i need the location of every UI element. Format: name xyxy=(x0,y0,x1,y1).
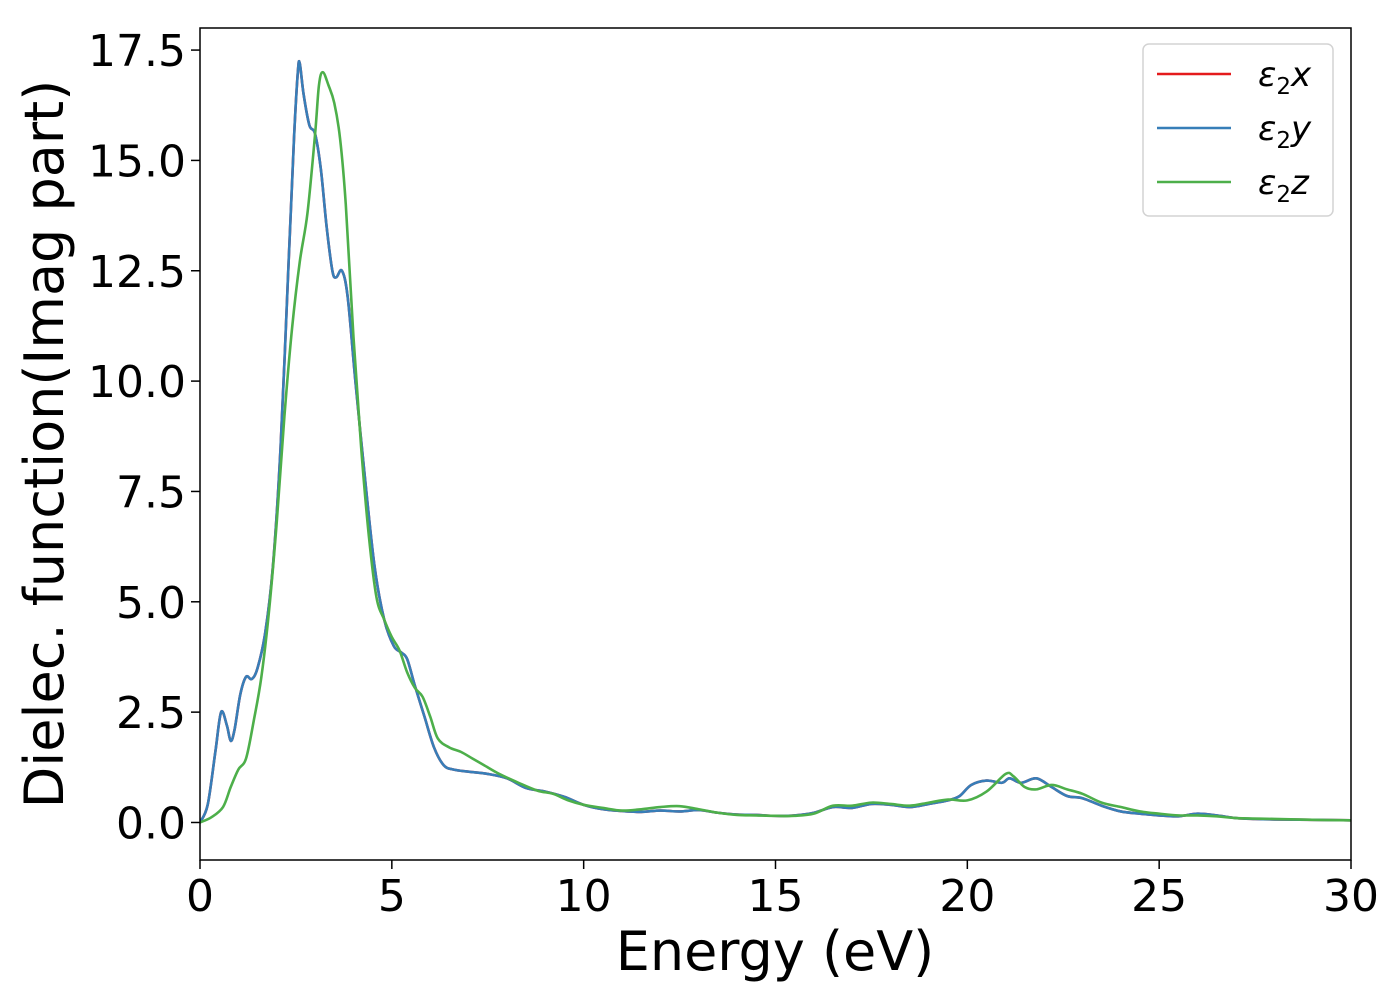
series-line-y xyxy=(200,59,1351,824)
legend-box xyxy=(1142,43,1334,217)
y-axis-label: Dielec. function(Imag part) xyxy=(13,80,76,809)
x-axis: 0 5 10 15 20 25 30 xyxy=(186,860,1379,922)
legend-label-subscript: 2 xyxy=(1276,182,1291,208)
legend-label-base: ε xyxy=(1258,163,1276,203)
legend-label-suffix: z xyxy=(1290,163,1310,203)
series-layer xyxy=(200,59,1351,824)
legend-label-base: ε xyxy=(1258,109,1276,149)
y-tick-label: 5.0 xyxy=(116,578,186,629)
y-tick-label: 10.0 xyxy=(88,357,186,408)
x-tick-label: 15 xyxy=(748,871,804,922)
legend-label-suffix: x xyxy=(1290,55,1312,95)
y-tick-label: 17.5 xyxy=(88,26,186,77)
legend-label-subscript: 2 xyxy=(1276,128,1291,154)
y-tick-label: 12.5 xyxy=(88,247,186,298)
x-tick-label: 30 xyxy=(1323,871,1379,922)
y-tick-label: 2.5 xyxy=(116,688,186,739)
x-tick-label: 10 xyxy=(556,871,612,922)
x-tick-label: 5 xyxy=(378,871,406,922)
legend-label-x: ε2x xyxy=(1258,55,1312,100)
y-tick-label: 15.0 xyxy=(88,136,186,187)
legend-label-suffix: y xyxy=(1290,109,1312,149)
legend-label-y: ε2y xyxy=(1258,109,1312,154)
x-tick-label: 0 xyxy=(186,871,214,922)
x-tick-label: 25 xyxy=(1131,871,1187,922)
series-line-z xyxy=(200,70,1351,824)
x-tick-label: 20 xyxy=(939,871,995,922)
y-axis: 0.0 2.5 5.0 7.5 10.0 12.5 15.0 17.5 xyxy=(88,26,200,849)
x-axis-label: Energy (eV) xyxy=(616,920,935,983)
y-tick-label: 7.5 xyxy=(116,467,186,518)
y-tick-label: 0.0 xyxy=(116,798,186,849)
legend-label-subscript: 2 xyxy=(1276,74,1291,100)
legend-label-z: ε2z xyxy=(1258,163,1310,208)
legend-label-base: ε xyxy=(1258,55,1276,95)
